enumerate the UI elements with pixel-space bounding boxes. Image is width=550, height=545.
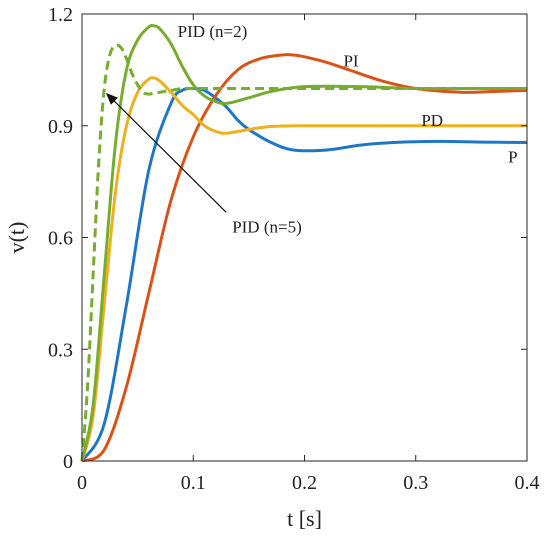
annotation-arrow-pid-n5 <box>105 92 227 213</box>
y-tick-label: 0.9 <box>48 116 73 138</box>
x-axis-label: t [s] <box>287 506 322 531</box>
x-tick-label: 0.3 <box>403 472 428 494</box>
annotation-label-p: P <box>508 147 517 166</box>
series-line-p <box>80 86 528 462</box>
series-line-pid-n-2 <box>80 23 527 462</box>
series-line-pd <box>80 76 527 462</box>
axes: 0 0.1 0.2 0.3 0.4 0 0.3 0.6 0.9 1.2 <box>48 4 540 494</box>
x-tick-label: 0.4 <box>515 472 540 494</box>
y-tick-label: 0.3 <box>48 339 73 361</box>
x-tick-label: 0.2 <box>292 472 317 494</box>
y-tick-label: 0.6 <box>48 228 73 250</box>
y-tick-label: 0 <box>63 451 73 473</box>
series-line-pid-n-5 <box>80 43 527 462</box>
x-tick-label: 0.1 <box>181 472 206 494</box>
annotation-label-pd: PD <box>421 111 443 130</box>
y-tick-label: 1.2 <box>48 4 73 26</box>
y-axis-label: v(t) <box>4 222 29 254</box>
series-layer <box>80 23 528 463</box>
annotation-label-pid-n5: PID (n=5) <box>232 217 302 236</box>
annotation-layer: PID (n=2) PI PD P PID (n=5) <box>105 22 518 236</box>
annotation-label-pid-n2: PID (n=2) <box>178 22 248 41</box>
x-tick-label: 0 <box>77 472 87 494</box>
annotation-label-pi: PI <box>343 52 358 71</box>
